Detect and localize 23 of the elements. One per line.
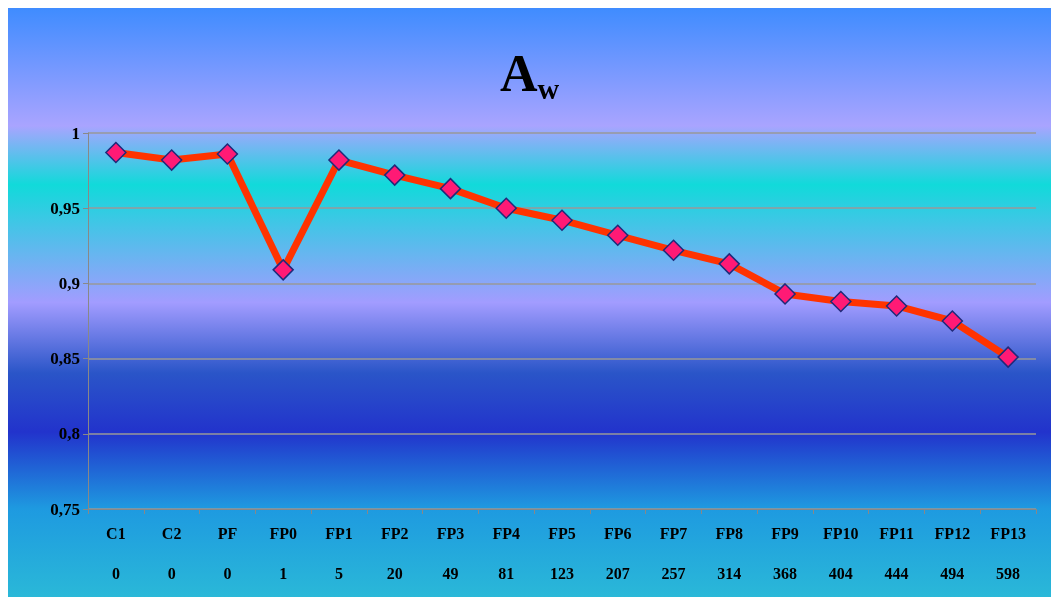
category-label: FP1 5 [325, 524, 353, 582]
y-tick-label: 0,9 [58, 273, 80, 293]
category-label: FP6 207 [603, 524, 632, 582]
y-tick-label: 0,8 [58, 424, 80, 444]
category-label: C2 0 [161, 524, 182, 582]
category-label: FP9 368 [771, 524, 799, 582]
y-tick-label: 0,95 [50, 198, 80, 218]
category-label: FP13 598 [990, 524, 1026, 582]
category-label: FP12 494 [934, 524, 971, 582]
y-tick-label: 1 [71, 123, 80, 143]
y-tick-label: 0,85 [50, 349, 80, 369]
category-label: FP7 257 [659, 524, 688, 582]
category-label: C1 0 [106, 524, 126, 582]
y-tick-label: 0,75 [50, 499, 80, 519]
category-label: FP2 20 [380, 524, 409, 582]
category-label: PF 0 [217, 524, 238, 582]
category-label: FP4 81 [492, 524, 521, 582]
category-label: FP5 123 [548, 524, 576, 582]
category-label: FP3 49 [436, 524, 465, 582]
category-label: FP8 314 [715, 524, 744, 582]
category-label: FP0 1 [269, 524, 297, 582]
category-label: FP10 404 [823, 524, 859, 582]
category-label: FP11 444 [879, 524, 914, 582]
